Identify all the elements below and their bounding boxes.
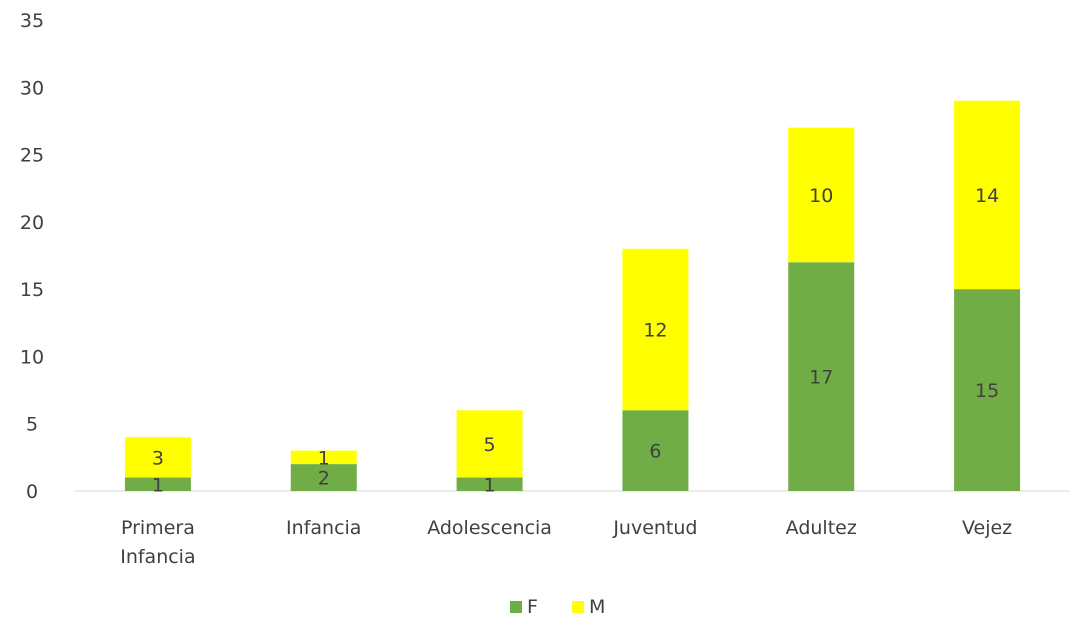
bar-segment-m [456, 410, 523, 478]
data-label: 3 [152, 447, 164, 469]
x-tick-label: Vejez [962, 517, 1012, 539]
bar-segment-m [788, 127, 855, 263]
bar-segment-f [622, 410, 689, 491]
bar-segment-m [124, 437, 191, 478]
y-tick-label: 5 [26, 414, 38, 436]
data-label: 14 [975, 185, 999, 207]
bars-layer [124, 100, 1021, 491]
legend-swatch-f [510, 601, 522, 613]
data-label: 17 [809, 367, 833, 389]
bar-segment-f [954, 289, 1021, 491]
bar-segment-f [456, 477, 523, 491]
y-tick-label: 25 [20, 145, 44, 167]
x-tick-label: Juventud [612, 517, 697, 539]
bar-segment-f [788, 262, 855, 491]
data-label: 1 [318, 447, 330, 469]
data-label: 12 [643, 320, 667, 342]
legend-label: F [527, 596, 538, 618]
x-tick-label: Adolescencia [427, 517, 552, 539]
data-label: 6 [649, 441, 661, 463]
legend-swatch-m [572, 601, 584, 613]
legend-label: M [589, 596, 605, 618]
x-tick-label: Primera [121, 517, 195, 539]
bar-segment-m [290, 450, 357, 465]
y-tick-label: 15 [20, 279, 44, 301]
data-label: 10 [809, 185, 833, 207]
data-label: 1 [484, 474, 496, 496]
y-tick-label: 20 [20, 212, 44, 234]
x-tick-label: Adultez [786, 517, 857, 539]
bar-segment-f [124, 477, 191, 491]
data-label: 5 [484, 434, 496, 456]
y-tick-label: 30 [20, 77, 44, 99]
x-tick-label: Infancia [120, 546, 195, 568]
bar-segment-f [290, 464, 357, 491]
y-tick-label: 10 [20, 346, 44, 368]
bar-segment-m [622, 248, 689, 411]
y-tick-label: 35 [20, 10, 44, 32]
bar-segment-m [954, 100, 1021, 290]
data-label: 2 [318, 468, 330, 490]
data-label: 1 [152, 474, 164, 496]
y-tick-label: 0 [26, 481, 38, 503]
data-label: 15 [975, 380, 999, 402]
x-tick-label: Infancia [286, 517, 361, 539]
